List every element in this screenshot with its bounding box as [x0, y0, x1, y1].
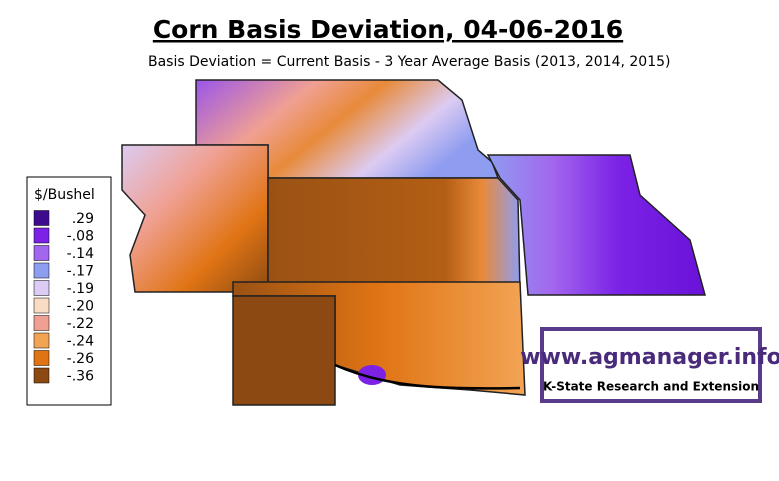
legend: $/Bushel .29 -.08-.14 -.17-.19 -.20-.22 -.24… — [26, 176, 112, 406]
map — [121, 79, 706, 406]
texas-panhandle — [232, 295, 336, 406]
legend-swatch — [33, 262, 50, 279]
legend-title: $/Bushel — [34, 187, 95, 203]
title: Corn Basis Deviation, 04-06-2016 — [153, 15, 623, 44]
legend-swatch — [33, 297, 50, 314]
legend-label: -.20 — [67, 299, 94, 315]
kansas — [267, 177, 521, 293]
legend-label: -.24 — [67, 334, 94, 350]
logo: www.agmanager.info K-State Research and … — [520, 327, 779, 403]
logo-box — [540, 327, 762, 403]
missouri — [486, 154, 706, 296]
legend-label: -.19 — [67, 281, 94, 297]
legend-label: .29 — [72, 211, 94, 227]
colorado — [121, 144, 269, 293]
legend-swatch — [33, 210, 50, 226]
river — [334, 363, 521, 390]
legend-label: -.14 — [67, 246, 94, 262]
legend-label: -.26 — [67, 351, 94, 367]
legend-label: -.36 — [67, 369, 94, 385]
legend-items: .29 -.08-.14 -.17-.19 -.20-.22 -.24-.26 -.36 — [33, 210, 94, 385]
legend-label: -.17 — [67, 264, 94, 280]
logo-org: K-State Research and Extension — [543, 380, 759, 394]
legend-swatch — [33, 315, 50, 331]
legend-swatch — [33, 227, 50, 244]
legend-swatch — [33, 332, 50, 349]
legend-swatch — [33, 367, 50, 384]
subtitle: Basis Deviation = Current Basis - 3 Year… — [148, 54, 670, 70]
legend-swatch — [33, 245, 50, 261]
logo-url: www.agmanager.info — [520, 345, 779, 370]
legend-label: -.08 — [67, 229, 94, 245]
legend-label: -.22 — [67, 316, 94, 332]
legend-swatch — [33, 350, 50, 366]
legend-swatch — [33, 280, 50, 296]
